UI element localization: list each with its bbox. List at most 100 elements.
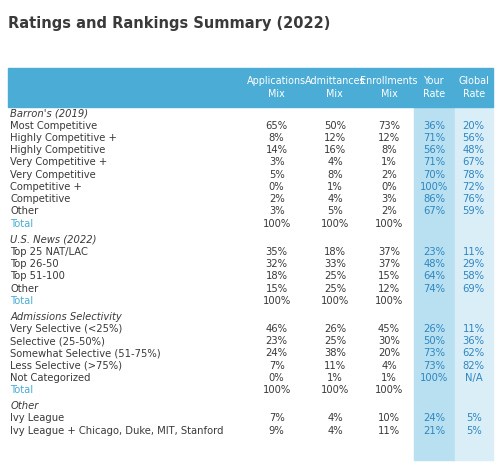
Text: 3%: 3%	[381, 194, 397, 204]
Text: 37%: 37%	[378, 259, 400, 269]
Text: 56%: 56%	[462, 133, 484, 143]
Text: 18%: 18%	[266, 271, 287, 281]
Text: Very Competitive: Very Competitive	[10, 170, 96, 180]
Text: 4%: 4%	[327, 425, 342, 436]
Text: 74%: 74%	[424, 283, 446, 294]
Text: 78%: 78%	[462, 170, 484, 180]
Text: Global
Rate: Global Rate	[458, 77, 489, 99]
Text: 100%: 100%	[375, 296, 403, 306]
Text: 58%: 58%	[462, 271, 484, 281]
Text: 36%: 36%	[424, 121, 446, 131]
Text: 1%: 1%	[381, 157, 397, 168]
Text: Admissions Selectivity: Admissions Selectivity	[10, 312, 122, 322]
Text: 25%: 25%	[324, 271, 346, 281]
Text: 21%: 21%	[423, 425, 446, 436]
Text: 33%: 33%	[324, 259, 346, 269]
Text: 100%: 100%	[262, 385, 291, 395]
Text: 12%: 12%	[378, 133, 400, 143]
Text: 11%: 11%	[462, 324, 484, 334]
Text: 67%: 67%	[462, 157, 484, 168]
Text: 23%: 23%	[266, 336, 287, 346]
Text: 5%: 5%	[269, 170, 284, 180]
Text: 100%: 100%	[262, 219, 291, 229]
Bar	[414, 107, 455, 460]
Text: 62%: 62%	[462, 348, 484, 359]
Text: 73%: 73%	[424, 348, 446, 359]
Text: Other: Other	[10, 206, 39, 216]
Text: 11%: 11%	[462, 247, 484, 257]
Text: Other: Other	[10, 401, 39, 411]
Text: 73%: 73%	[378, 121, 400, 131]
Text: 30%: 30%	[378, 336, 400, 346]
Text: 1%: 1%	[327, 373, 343, 383]
Text: 15%: 15%	[266, 283, 287, 294]
Text: Applications
Mix: Applications Mix	[247, 77, 306, 99]
Text: Ratings and Rankings Summary (2022): Ratings and Rankings Summary (2022)	[8, 16, 330, 31]
Text: 11%: 11%	[378, 425, 400, 436]
Text: 26%: 26%	[324, 324, 346, 334]
Text: Competitive +: Competitive +	[10, 182, 83, 192]
Text: Top 51-100: Top 51-100	[10, 271, 66, 281]
Text: 32%: 32%	[266, 259, 287, 269]
Text: Top 25 NAT/LAC: Top 25 NAT/LAC	[10, 247, 88, 257]
Text: 71%: 71%	[423, 157, 446, 168]
Text: Competitive: Competitive	[10, 194, 71, 204]
Text: 50%: 50%	[324, 121, 346, 131]
Text: 8%: 8%	[269, 133, 284, 143]
Text: 10%: 10%	[378, 413, 400, 424]
Text: 56%: 56%	[423, 145, 446, 155]
Text: 67%: 67%	[423, 206, 446, 216]
Text: Top 26-50: Top 26-50	[10, 259, 59, 269]
Text: 11%: 11%	[324, 361, 346, 371]
Text: Total: Total	[10, 385, 34, 395]
Text: 25%: 25%	[324, 283, 346, 294]
Text: 38%: 38%	[324, 348, 346, 359]
Text: N/A: N/A	[464, 373, 482, 383]
Bar	[454, 107, 492, 460]
Text: 48%: 48%	[424, 259, 445, 269]
Text: Admittances
Mix: Admittances Mix	[304, 77, 365, 99]
Text: Very Competitive +: Very Competitive +	[10, 157, 108, 168]
Text: Ivy League + Chicago, Duke, MIT, Stanford: Ivy League + Chicago, Duke, MIT, Stanfor…	[10, 425, 224, 436]
Text: Highly Competitive +: Highly Competitive +	[10, 133, 118, 143]
Text: Very Selective (<25%): Very Selective (<25%)	[10, 324, 123, 334]
Text: 1%: 1%	[381, 373, 397, 383]
Text: 7%: 7%	[269, 361, 284, 371]
Text: 16%: 16%	[324, 145, 346, 155]
Text: Ivy League: Ivy League	[10, 413, 65, 424]
Text: 37%: 37%	[378, 247, 400, 257]
Text: 59%: 59%	[462, 206, 484, 216]
Text: 100%: 100%	[262, 296, 291, 306]
Text: 4%: 4%	[327, 194, 342, 204]
Text: 100%: 100%	[375, 385, 403, 395]
Text: 100%: 100%	[321, 219, 349, 229]
Text: 100%: 100%	[420, 373, 448, 383]
Text: 7%: 7%	[269, 413, 284, 424]
Text: 100%: 100%	[321, 296, 349, 306]
Text: 100%: 100%	[321, 385, 349, 395]
Text: 5%: 5%	[466, 413, 481, 424]
Text: 65%: 65%	[266, 121, 287, 131]
Text: 100%: 100%	[375, 219, 403, 229]
Text: 50%: 50%	[424, 336, 446, 346]
Text: 3%: 3%	[269, 206, 284, 216]
Text: Less Selective (>75%): Less Selective (>75%)	[10, 361, 122, 371]
Text: 48%: 48%	[462, 145, 484, 155]
Text: 0%: 0%	[269, 182, 284, 192]
Bar	[8, 68, 492, 107]
Text: 71%: 71%	[423, 133, 446, 143]
Text: Somewhat Selective (51-75%): Somewhat Selective (51-75%)	[10, 348, 161, 359]
Text: 18%: 18%	[324, 247, 346, 257]
Text: 5%: 5%	[327, 206, 343, 216]
Text: 69%: 69%	[462, 283, 484, 294]
Text: 29%: 29%	[462, 259, 484, 269]
Text: 4%: 4%	[381, 361, 397, 371]
Text: 1%: 1%	[327, 182, 343, 192]
Text: 82%: 82%	[462, 361, 484, 371]
Text: Other: Other	[10, 283, 39, 294]
Text: 8%: 8%	[381, 145, 397, 155]
Text: 8%: 8%	[327, 170, 342, 180]
Text: Your
Rate: Your Rate	[423, 77, 446, 99]
Text: 25%: 25%	[324, 336, 346, 346]
Text: 0%: 0%	[269, 373, 284, 383]
